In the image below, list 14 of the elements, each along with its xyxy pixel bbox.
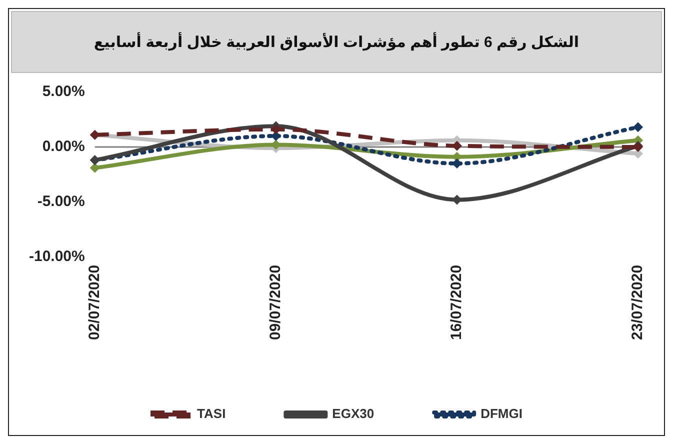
x-tick-label: 16/07/2020: [448, 264, 466, 340]
legend-label: DFMGI: [480, 406, 522, 422]
x-tick-label: 23/07/2020: [629, 264, 646, 340]
y-tick-label: -10.00%: [28, 248, 85, 266]
x-tick-label: 09/07/2020: [267, 264, 284, 340]
x-tick-label: 02/07/2020: [86, 264, 104, 340]
point: [633, 122, 643, 132]
legend-label: TASI: [197, 406, 226, 422]
y-tick-label: -5.00%: [37, 193, 85, 210]
point: [90, 162, 100, 173]
y-tick-label: 0.00%: [42, 138, 85, 156]
chart-title: الشكل رقم 6 تطور أهم مؤشرات الأسواق العربية خلال أربعة أسابيع: [94, 33, 580, 51]
legend-label: EGX30: [332, 406, 374, 422]
y-tick-label: 5.00%: [42, 83, 85, 100]
